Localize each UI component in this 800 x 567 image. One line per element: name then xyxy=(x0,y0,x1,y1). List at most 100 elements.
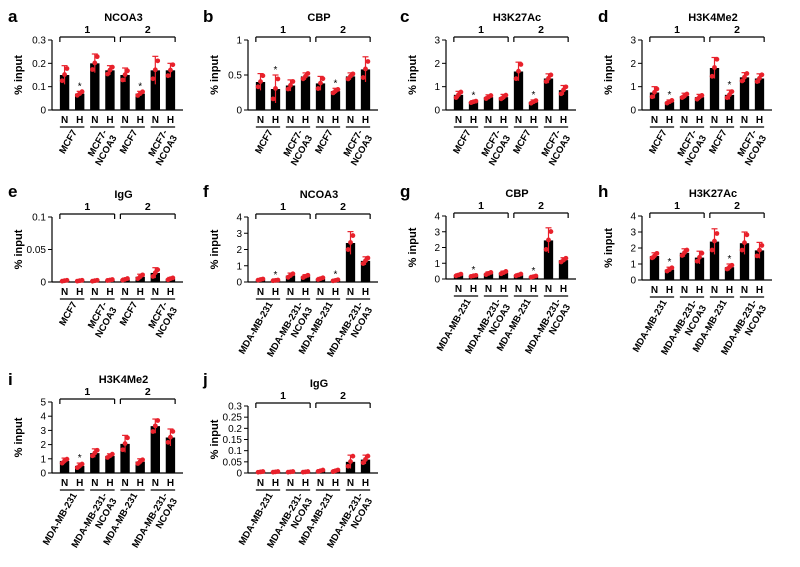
bar xyxy=(105,70,115,110)
panel-letter: b xyxy=(203,7,213,26)
y-tick-label: 1 xyxy=(630,260,636,271)
cell-line-label: MCF7-NCOA3 xyxy=(144,128,180,168)
condition-label-n: N xyxy=(121,478,128,489)
bar xyxy=(285,85,296,110)
significance-star: * xyxy=(274,270,278,281)
replicate-point xyxy=(62,72,67,77)
bar xyxy=(105,455,115,473)
replicate-point xyxy=(170,275,176,281)
condition-label-h: H xyxy=(470,284,477,295)
y-tick-label: 2 xyxy=(630,59,636,70)
condition-label-n: N xyxy=(152,115,159,126)
condition-label-n: N xyxy=(287,478,294,489)
condition-label-h: H xyxy=(167,115,174,126)
replicate-point xyxy=(757,75,762,81)
replicate-point xyxy=(518,62,524,67)
replicate-point xyxy=(152,423,158,429)
replicate-point xyxy=(712,238,717,244)
replicate-point xyxy=(684,247,690,253)
y-tick-label: 0.5 xyxy=(228,71,242,82)
replicate-point xyxy=(365,255,371,261)
replicate-point xyxy=(122,72,128,78)
replicate-point xyxy=(516,68,521,74)
condition-label-h: H xyxy=(332,115,339,126)
panel-title: H3K27Ac xyxy=(493,12,541,24)
y-tick-label: 0.25 xyxy=(223,413,243,424)
replicate-point xyxy=(122,441,128,446)
bar xyxy=(165,437,176,473)
y-tick-label: 3 xyxy=(434,36,440,47)
replicate-point xyxy=(109,64,115,70)
bar xyxy=(664,101,675,110)
group-label: 2 xyxy=(340,390,346,402)
bar xyxy=(90,63,100,110)
replicate-point xyxy=(350,233,356,238)
condition-label-n: N xyxy=(61,287,68,298)
y-tick-label: 1 xyxy=(236,36,242,47)
bar xyxy=(345,243,356,282)
condition-label-n: N xyxy=(681,285,688,296)
condition-label-n: N xyxy=(152,287,159,298)
replicate-point xyxy=(165,73,171,79)
replicate-point xyxy=(150,429,156,434)
replicate-point xyxy=(260,469,266,474)
cell-line-label: MCF7-NCOA3 xyxy=(84,128,120,168)
group-label: 1 xyxy=(478,24,484,36)
bar xyxy=(483,97,494,110)
cell-line-label: MCF7 xyxy=(253,128,275,156)
replicate-point xyxy=(546,237,551,243)
bar xyxy=(315,83,326,110)
y-axis-label: % input xyxy=(13,417,25,457)
replicate-point xyxy=(64,456,70,462)
condition-label-n: N xyxy=(711,285,718,296)
replicate-point xyxy=(150,76,156,82)
condition-label-n: N xyxy=(545,115,552,126)
y-tick-label: 2 xyxy=(40,440,46,451)
replicate-point xyxy=(270,96,276,102)
y-tick-label: 4 xyxy=(434,212,440,223)
condition-label-n: N xyxy=(61,478,68,489)
group-label: 1 xyxy=(674,24,680,36)
significance-star: * xyxy=(334,78,338,89)
significance-star: * xyxy=(472,91,476,102)
bar xyxy=(453,94,464,110)
condition-label-n: N xyxy=(317,115,324,126)
bar xyxy=(513,71,524,110)
panel-title: IgG xyxy=(310,378,328,390)
bar xyxy=(543,240,554,279)
replicate-point xyxy=(365,59,371,64)
replicate-point xyxy=(513,76,519,82)
replicate-point xyxy=(458,271,464,277)
replicate-point xyxy=(168,434,173,440)
replicate-point xyxy=(165,439,171,445)
condition-label-n: N xyxy=(287,115,294,126)
condition-label-h: H xyxy=(756,285,763,296)
cell-line-label-line: MCF7 xyxy=(118,300,140,328)
condition-label-n: N xyxy=(651,115,658,126)
y-tick-label: 0 xyxy=(40,469,46,480)
cell-line-label: MCF7-NCOA3 xyxy=(279,128,315,168)
condition-label-h: H xyxy=(137,478,144,489)
replicate-point xyxy=(79,89,85,95)
bar xyxy=(255,82,266,110)
replicate-point xyxy=(155,418,161,423)
replicate-point xyxy=(360,75,366,80)
replicate-point xyxy=(533,273,539,279)
replicate-point xyxy=(335,87,341,92)
significance-star: * xyxy=(532,266,536,277)
replicate-point xyxy=(320,275,326,281)
replicate-point xyxy=(155,58,161,64)
y-tick-label: 0.2 xyxy=(228,424,242,435)
bar xyxy=(300,276,311,282)
cell-line-label-line: MCF7 xyxy=(57,128,79,156)
bar xyxy=(74,465,85,473)
replicate-point xyxy=(488,269,494,275)
panel-title: CBP xyxy=(307,12,330,24)
bar xyxy=(74,93,85,110)
replicate-point xyxy=(709,247,715,253)
replicate-point xyxy=(563,255,569,261)
replicate-point xyxy=(458,89,464,95)
condition-label-h: H xyxy=(696,285,703,296)
